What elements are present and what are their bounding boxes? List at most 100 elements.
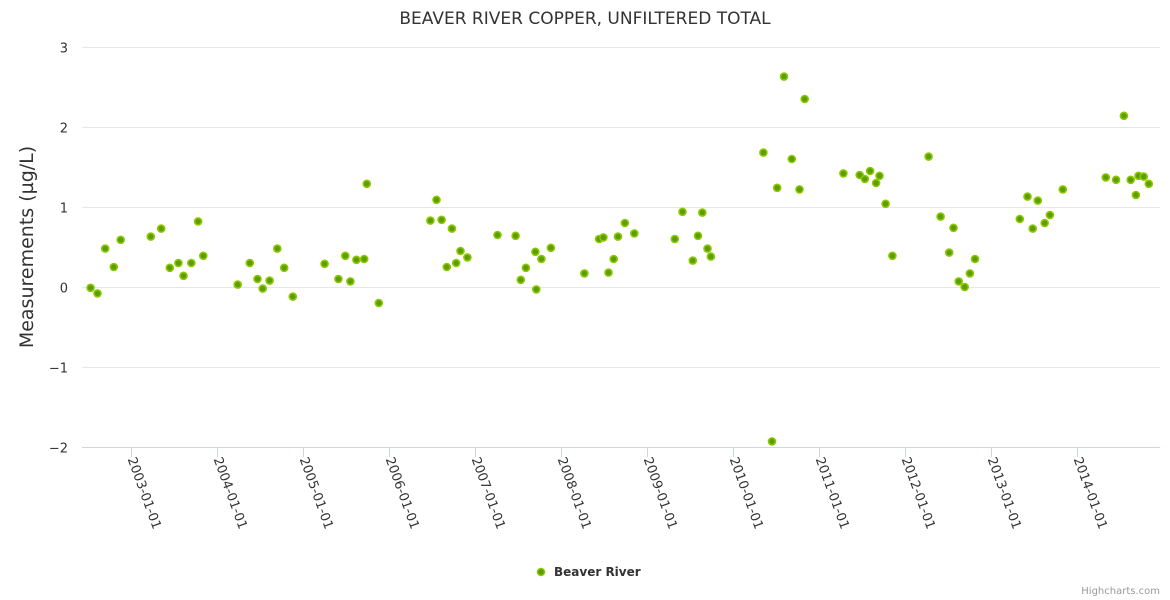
data-point[interactable] <box>609 254 619 264</box>
data-point[interactable] <box>960 282 970 292</box>
data-point[interactable] <box>245 258 255 268</box>
data-point[interactable] <box>1033 196 1043 205</box>
data-point[interactable] <box>516 275 526 285</box>
data-point[interactable] <box>352 255 361 265</box>
data-point[interactable] <box>954 277 964 286</box>
data-point[interactable] <box>629 229 639 238</box>
data-point[interactable] <box>772 183 782 193</box>
data-point[interactable] <box>599 233 608 242</box>
data-point[interactable] <box>678 207 687 217</box>
data-point[interactable] <box>174 258 183 268</box>
data-point[interactable] <box>146 232 156 241</box>
data-point[interactable] <box>888 251 897 261</box>
data-point[interactable] <box>432 195 441 205</box>
data-point[interactable] <box>1139 172 1148 181</box>
data-point[interactable] <box>100 244 110 253</box>
data-point[interactable] <box>580 269 589 278</box>
data-point[interactable] <box>258 284 268 293</box>
y-axis-ticks: −2 −1 0 1 2 3 <box>49 42 68 457</box>
data-point[interactable] <box>265 276 274 285</box>
data-point[interactable] <box>359 254 369 264</box>
data-point[interactable] <box>451 258 461 268</box>
data-point[interactable] <box>346 277 355 286</box>
data-point[interactable] <box>1045 210 1055 220</box>
data-point[interactable] <box>340 251 350 261</box>
data-point[interactable] <box>767 437 777 446</box>
data-point[interactable] <box>1015 214 1025 224</box>
data-point[interactable] <box>426 216 435 225</box>
data-point[interactable] <box>1126 175 1135 185</box>
data-point[interactable] <box>463 253 472 262</box>
data-point[interactable] <box>156 224 166 233</box>
data-point[interactable] <box>199 251 208 261</box>
data-point[interactable] <box>965 269 975 278</box>
data-point[interactable] <box>787 154 797 164</box>
data-point[interactable] <box>706 252 716 261</box>
data-point[interactable] <box>272 244 282 253</box>
data-point[interactable] <box>521 263 531 273</box>
data-point[interactable] <box>795 185 804 194</box>
data-point[interactable] <box>693 231 703 241</box>
data-point[interactable] <box>493 230 502 240</box>
series-beaver-river[interactable] <box>86 72 1154 446</box>
data-point[interactable] <box>179 271 188 281</box>
data-point[interactable] <box>865 166 875 176</box>
data-point[interactable] <box>193 217 203 226</box>
data-point[interactable] <box>1119 111 1129 121</box>
data-point[interactable] <box>759 148 768 157</box>
data-point[interactable] <box>881 199 890 209</box>
data-point[interactable] <box>187 258 196 268</box>
data-point[interactable] <box>116 235 125 245</box>
data-point[interactable] <box>1040 218 1049 228</box>
data-point[interactable] <box>531 285 541 294</box>
data-point[interactable] <box>924 152 933 161</box>
data-point[interactable] <box>511 231 520 241</box>
data-point[interactable] <box>839 169 848 178</box>
data-point[interactable] <box>875 171 884 181</box>
data-point[interactable] <box>670 234 680 244</box>
data-point[interactable] <box>447 224 457 233</box>
data-point[interactable] <box>949 223 958 233</box>
data-point[interactable] <box>288 292 298 301</box>
data-point[interactable] <box>1131 190 1141 200</box>
data-point[interactable] <box>442 262 452 272</box>
data-point[interactable] <box>620 218 630 228</box>
data-point[interactable] <box>1144 179 1154 189</box>
data-point[interactable] <box>697 208 707 217</box>
data-point[interactable] <box>334 274 343 284</box>
data-point[interactable] <box>233 280 242 289</box>
data-point[interactable] <box>779 72 789 81</box>
data-point[interactable] <box>537 254 546 264</box>
data-point[interactable] <box>320 259 329 269</box>
data-point[interactable] <box>253 274 262 284</box>
data-point[interactable] <box>546 243 556 253</box>
data-point[interactable] <box>703 244 712 253</box>
data-point[interactable] <box>1028 224 1037 233</box>
data-point[interactable] <box>86 283 95 293</box>
data-point[interactable] <box>165 263 175 273</box>
data-point[interactable] <box>936 212 945 221</box>
data-point[interactable] <box>1101 173 1111 182</box>
credits-link[interactable]: Highcharts.com <box>1081 586 1160 597</box>
data-point[interactable] <box>860 174 870 184</box>
data-point[interactable] <box>613 232 623 241</box>
data-point[interactable] <box>374 298 384 308</box>
data-point[interactable] <box>871 178 881 188</box>
data-point[interactable] <box>456 246 465 256</box>
legend-item-beaver-river[interactable]: Beaver River <box>536 565 641 579</box>
data-point[interactable] <box>1023 192 1032 201</box>
data-point[interactable] <box>970 254 980 264</box>
data-point[interactable] <box>93 289 102 298</box>
data-point[interactable] <box>279 263 289 273</box>
data-point[interactable] <box>1111 175 1121 185</box>
data-point[interactable] <box>688 256 698 265</box>
data-point[interactable] <box>604 268 613 277</box>
data-point[interactable] <box>109 262 119 272</box>
x-tick-label: 2009-01-01 <box>640 455 680 531</box>
data-point[interactable] <box>800 94 810 104</box>
data-point[interactable] <box>362 179 372 189</box>
data-point[interactable] <box>944 248 954 257</box>
data-point[interactable] <box>437 215 446 225</box>
data-point[interactable] <box>531 247 540 257</box>
data-point[interactable] <box>1058 185 1068 194</box>
